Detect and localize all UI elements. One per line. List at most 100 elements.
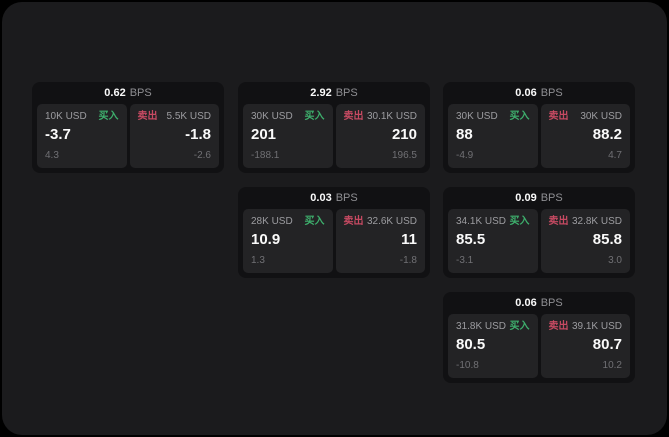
buy-panel[interactable]: 34.1K USD 买入 85.5 -3.1 [448,209,538,273]
sell-panel[interactable]: 卖出 5.5K USD -1.8 -2.6 [129,104,219,168]
buy-price: 88 [456,126,473,143]
buy-price: 80.5 [456,336,486,353]
sell-header-row: 卖出 30.1K USD [344,111,418,123]
sell-panel[interactable]: 卖出 30.1K USD 210 196.5 [335,104,425,168]
quote-card: 0.62 BPS 10K USD 买入 -3.7 4.3 卖出 5.5K USD… [32,82,224,173]
sell-header-row: 卖出 32.6K USD [344,216,418,228]
bps-unit: BPS [540,192,563,204]
buy-panel[interactable]: 31.8K USD 买入 80.5 -10.8 [448,314,538,378]
sell-tag: 卖出 [548,111,569,122]
buy-panel[interactable]: 10K USD 买入 -3.7 4.3 [37,104,127,168]
buy-sub-value: 4.3 [45,150,59,161]
sell-amount: 30K USD [580,111,622,122]
card-header: 2.92 BPS [238,82,430,104]
buy-panel[interactable]: 30K USD 买入 201 -188.1 [243,104,333,168]
buy-price: 85.5 [456,231,486,248]
buy-tag: 买入 [509,111,530,122]
bps-value: 0.09 [515,192,537,204]
card-header: 0.06 BPS [443,82,635,104]
buy-panel[interactable]: 30K USD 买入 88 -4.9 [448,104,538,168]
sell-amount: 30.1K USD [366,111,417,122]
buy-header-row: 10K USD 买入 [45,111,119,123]
sell-price: 88.2 [592,126,622,143]
buy-price: 10.9 [251,231,281,248]
buy-panel[interactable]: 28K USD 买入 10.9 1.3 [243,209,333,273]
sell-header-row: 卖出 39.1K USD [549,321,623,333]
buy-sub-value: -3.1 [456,255,474,266]
buy-header-row: 30K USD 买入 [251,111,325,123]
buy-header-row: 31.8K USD 买入 [456,321,530,333]
sell-price: 11 [401,231,417,248]
bps-value: 0.62 [104,87,126,99]
sell-tag: 卖出 [548,216,569,227]
sell-sub-value: -2.6 [193,150,211,161]
sell-amount: 5.5K USD [166,111,211,122]
sell-sub-value: 196.5 [391,150,417,161]
buy-tag: 买入 [509,216,530,227]
buy-header-row: 30K USD 买入 [456,111,530,123]
card-body: 30K USD 买入 201 -188.1 卖出 30.1K USD 210 1… [238,104,430,173]
bps-value: 2.92 [310,87,332,99]
quote-card: 0.09 BPS 34.1K USD 买入 85.5 -3.1 卖出 32.8K… [443,187,635,278]
sell-sub-value: 4.7 [608,150,622,161]
card-header: 0.09 BPS [443,187,635,209]
sell-price: 80.7 [592,336,622,353]
sell-price: 210 [391,126,417,143]
card-body: 30K USD 买入 88 -4.9 卖出 30K USD 88.2 4.7 [443,104,635,173]
card-body: 10K USD 买入 -3.7 4.3 卖出 5.5K USD -1.8 -2.… [32,104,224,173]
sell-tag: 卖出 [343,216,364,227]
buy-amount: 30K USD [251,111,293,122]
card-body: 28K USD 买入 10.9 1.3 卖出 32.6K USD 11 -1.8 [238,209,430,278]
buy-amount: 10K USD [45,111,87,122]
sell-amount: 32.8K USD [571,216,622,227]
buy-price: 201 [251,126,277,143]
sell-panel[interactable]: 卖出 32.8K USD 85.8 3.0 [540,209,630,273]
sell-price: -1.8 [185,126,211,143]
bps-value: 0.06 [515,297,537,309]
sell-panel[interactable]: 卖出 39.1K USD 80.7 10.2 [540,314,630,378]
sell-header-row: 卖出 32.8K USD [549,216,623,228]
buy-header-row: 34.1K USD 买入 [456,216,530,228]
buy-tag: 买入 [304,111,325,122]
sell-tag: 卖出 [548,321,569,332]
sell-header-row: 卖出 5.5K USD [138,111,212,123]
buy-sub-value: -4.9 [456,150,474,161]
sell-amount: 32.6K USD [366,216,417,227]
quote-card: 0.06 BPS 31.8K USD 买入 80.5 -10.8 卖出 39.1… [443,292,635,383]
bps-unit: BPS [540,87,563,99]
buy-header-row: 28K USD 买入 [251,216,325,228]
sell-sub-value: 10.2 [602,360,622,371]
card-header: 0.03 BPS [238,187,430,209]
bps-unit: BPS [335,87,358,99]
sell-amount: 39.1K USD [571,321,622,332]
buy-amount: 28K USD [251,216,293,227]
quote-card: 2.92 BPS 30K USD 买入 201 -188.1 卖出 30.1K … [238,82,430,173]
sell-sub-value: -1.8 [399,255,417,266]
sell-tag: 卖出 [137,111,158,122]
bps-unit: BPS [129,87,152,99]
sell-header-row: 卖出 30K USD [549,111,623,123]
sell-panel[interactable]: 卖出 32.6K USD 11 -1.8 [335,209,425,273]
buy-amount: 34.1K USD [456,216,507,227]
buy-tag: 买入 [304,216,325,227]
buy-sub-value: -188.1 [251,150,280,161]
card-body: 31.8K USD 买入 80.5 -10.8 卖出 39.1K USD 80.… [443,314,635,383]
card-header: 0.06 BPS [443,292,635,314]
sell-tag: 卖出 [343,111,364,122]
quote-card: 0.03 BPS 28K USD 买入 10.9 1.3 卖出 32.6K US… [238,187,430,278]
bps-value: 0.03 [310,192,332,204]
buy-tag: 买入 [98,111,119,122]
bps-unit: BPS [540,297,563,309]
buy-amount: 31.8K USD [456,321,507,332]
card-header: 0.62 BPS [32,82,224,104]
buy-sub-value: -10.8 [456,360,479,371]
buy-tag: 买入 [509,321,530,332]
sell-price: 85.8 [592,231,622,248]
bps-unit: BPS [335,192,358,204]
card-body: 34.1K USD 买入 85.5 -3.1 卖出 32.8K USD 85.8… [443,209,635,278]
sell-panel[interactable]: 卖出 30K USD 88.2 4.7 [540,104,630,168]
buy-sub-value: 1.3 [251,255,265,266]
sell-sub-value: 3.0 [608,255,622,266]
quote-card: 0.06 BPS 30K USD 买入 88 -4.9 卖出 30K USD 8… [443,82,635,173]
